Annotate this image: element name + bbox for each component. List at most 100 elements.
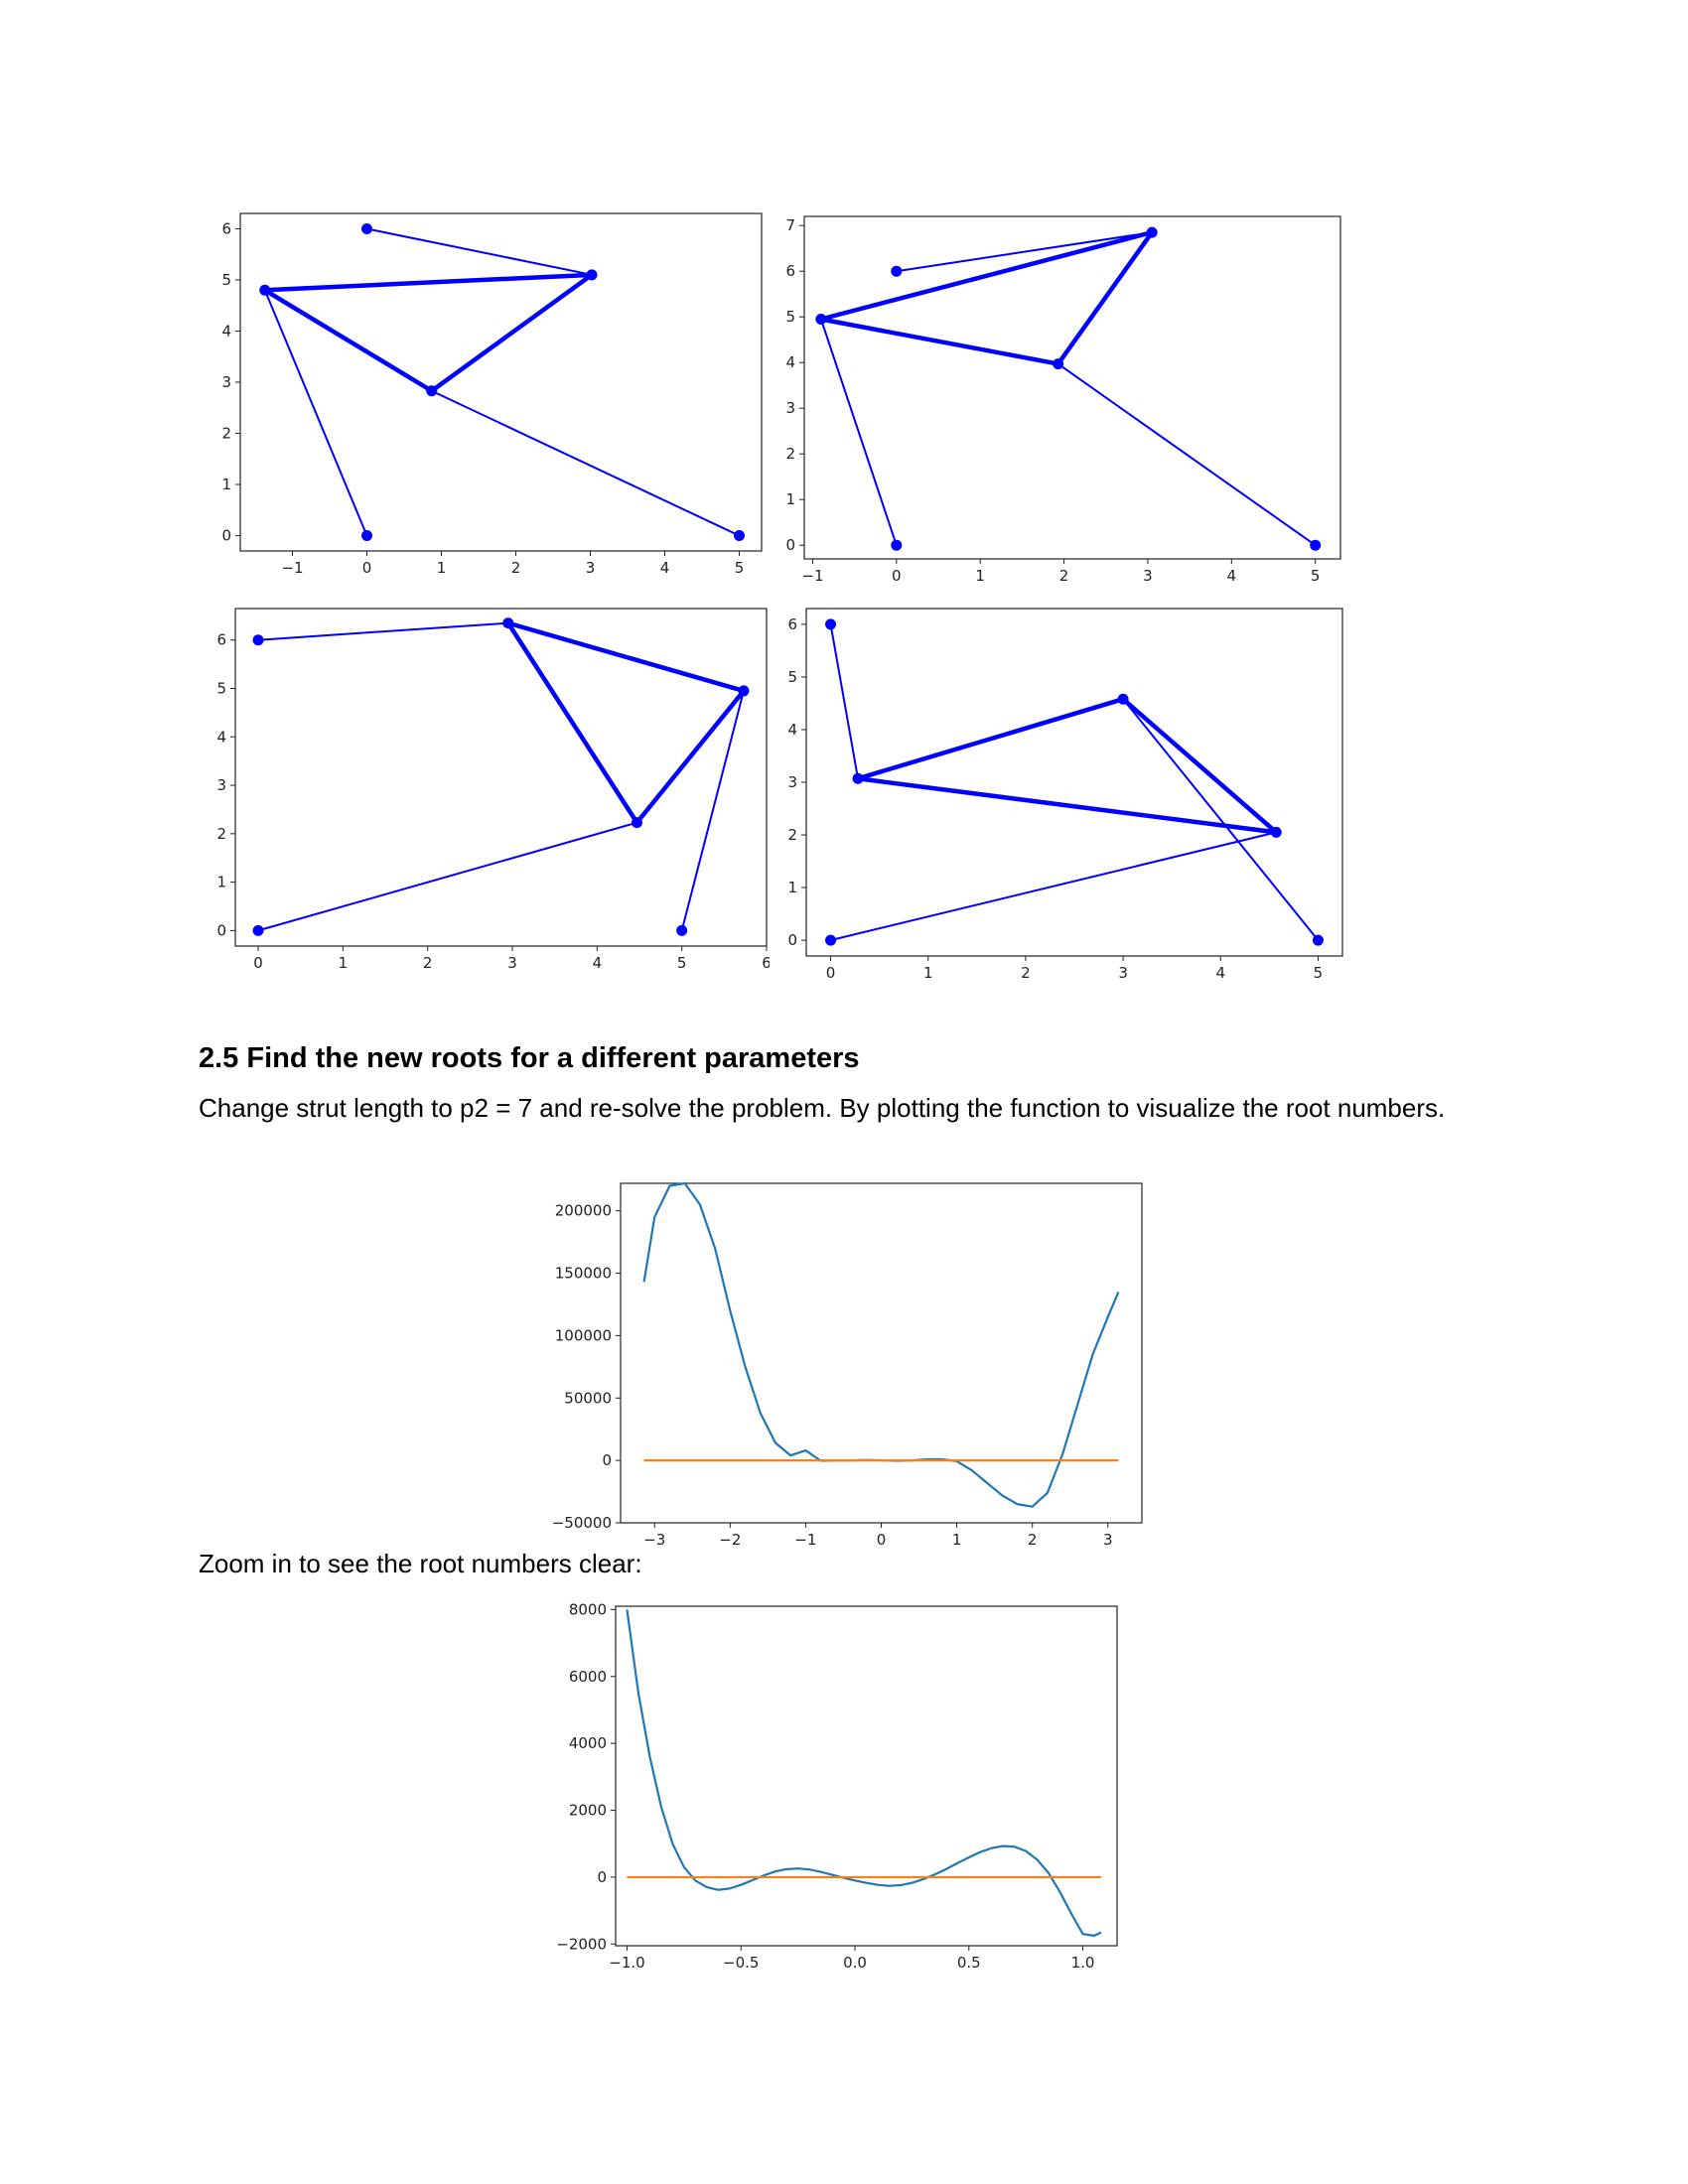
y-tick-label: 2000 <box>569 1802 607 1820</box>
x-tick-label: 2 <box>1028 1531 1038 1549</box>
triangle-edge <box>430 272 594 393</box>
triangle-edge <box>507 620 745 694</box>
strut-segment <box>257 621 508 641</box>
joint-point <box>852 772 864 784</box>
strut-segment <box>1122 698 1320 941</box>
x-tick-label: 0 <box>362 559 372 577</box>
triangle-edge <box>263 288 433 393</box>
x-tick-label: 4 <box>660 559 670 577</box>
x-tick-label: 0 <box>253 954 263 972</box>
y-tick-label: 2 <box>221 425 231 443</box>
x-tick-label: 5 <box>1314 964 1324 978</box>
strut-segment <box>431 389 740 537</box>
joint-point <box>1146 226 1158 238</box>
triangle-edge <box>634 689 746 825</box>
section-heading: 2.5 Find the new roots for a different p… <box>199 1042 860 1074</box>
y-tick-label: 0 <box>221 527 231 545</box>
section-paragraph: Change strut length to p2 = 7 and re-sol… <box>199 1093 1446 1123</box>
y-tick-label: 1 <box>787 879 797 896</box>
y-tick-label: 7 <box>785 216 795 234</box>
joint-point <box>891 539 903 551</box>
joint-point <box>891 265 903 277</box>
strut-segment <box>829 623 860 779</box>
y-tick-label: 0 <box>787 931 797 949</box>
joint-point <box>738 685 750 697</box>
joint-point <box>734 530 745 542</box>
joint-point <box>676 924 688 936</box>
y-tick-label: 2 <box>216 825 226 843</box>
y-tick-label: 6 <box>785 262 795 280</box>
plot-frame <box>234 608 768 947</box>
x-tick-label: −2 <box>719 1531 741 1549</box>
strut-segment <box>819 319 898 546</box>
joint-point <box>631 817 642 829</box>
y-tick-label: 0 <box>597 1868 607 1886</box>
strut-segment <box>896 231 1153 273</box>
y-tick-label: 1 <box>221 476 231 493</box>
y-tick-label: 5 <box>216 679 226 697</box>
y-tick-label: 5 <box>787 668 797 686</box>
triangle-edge <box>1055 230 1154 365</box>
y-tick-label: 0 <box>216 921 226 939</box>
x-tick-label: −1 <box>794 1531 816 1549</box>
y-tick-label: 4 <box>221 322 231 340</box>
x-tick-label: 1.0 <box>1071 1954 1095 1972</box>
x-tick-label: 6 <box>762 954 770 972</box>
joint-point <box>815 314 827 325</box>
y-tick-label: 6 <box>221 219 231 237</box>
y-tick-label: 150000 <box>555 1265 612 1283</box>
y-tick-label: 200000 <box>555 1202 612 1220</box>
x-tick-label: 3 <box>507 954 517 972</box>
y-tick-label: 100000 <box>555 1326 612 1344</box>
joint-point <box>502 617 514 629</box>
y-tick-label: 1 <box>216 874 226 891</box>
function-curve <box>642 1181 1120 1508</box>
joint-point <box>259 284 271 296</box>
zoom-note: Zoom in to see the root numbers clear: <box>199 1549 642 1578</box>
x-tick-label: 2 <box>1021 964 1031 978</box>
plot-frame <box>803 215 1341 560</box>
strut-segment <box>257 821 637 932</box>
linkage-plot-4: 0 1 2 3 4 5 0 1 2 3 4 5 6 <box>787 608 1343 978</box>
x-tick-label: 5 <box>1311 567 1321 585</box>
x-tick-label: 1 <box>952 1531 962 1549</box>
x-tick-label: −1 <box>281 559 303 577</box>
joint-point <box>1270 826 1282 838</box>
linkage-plot-1: −1 0 1 2 3 4 5 0 1 2 3 4 5 6 <box>221 212 763 577</box>
y-tick-label: 3 <box>221 373 231 391</box>
y-tick-label: −50000 <box>552 1514 612 1532</box>
joint-point <box>1053 358 1064 370</box>
x-tick-label: 0 <box>826 964 836 978</box>
plot-frame <box>620 1182 1143 1524</box>
y-tick-label: 5 <box>785 308 795 326</box>
y-tick-label: 5 <box>221 271 231 289</box>
x-tick-label: 5 <box>677 954 687 972</box>
triangle-edge <box>857 697 1124 781</box>
x-tick-label: 5 <box>735 559 745 577</box>
joint-point <box>252 634 264 646</box>
y-tick-label: 2 <box>785 445 795 463</box>
x-tick-label: 1 <box>339 954 349 972</box>
strut-segment <box>680 690 745 931</box>
x-tick-label: 2 <box>1059 567 1069 585</box>
strut-segment <box>830 831 1277 942</box>
y-tick-label: 50000 <box>564 1389 612 1407</box>
linkage-plot-2: −1 0 1 2 3 4 5 0 1 2 3 4 5 6 7 <box>785 215 1341 585</box>
y-tick-label: 6000 <box>569 1668 607 1686</box>
joint-point <box>1312 934 1324 946</box>
joint-point <box>825 934 837 946</box>
y-tick-label: 4000 <box>569 1734 607 1752</box>
root-function-plot: −3 −2 −1 0 1 2 3 −50000 0 50000 100000 150000 200000 <box>552 1181 1143 1549</box>
plot-frame <box>615 1605 1118 1947</box>
joint-point <box>426 385 438 397</box>
y-tick-label: 2 <box>787 826 797 844</box>
x-tick-label: 4 <box>1227 567 1237 585</box>
y-tick-label: −2000 <box>556 1935 607 1953</box>
joint-point <box>361 222 372 234</box>
x-tick-label: 0 <box>892 567 902 585</box>
y-tick-label: 3 <box>787 773 797 791</box>
linkage-plot-3: 0 1 2 3 4 5 6 0 1 2 3 4 5 6 <box>216 608 770 972</box>
x-tick-label: 0 <box>877 1531 887 1549</box>
y-tick-label: 0 <box>602 1451 612 1469</box>
y-tick-label: 4 <box>787 721 797 739</box>
